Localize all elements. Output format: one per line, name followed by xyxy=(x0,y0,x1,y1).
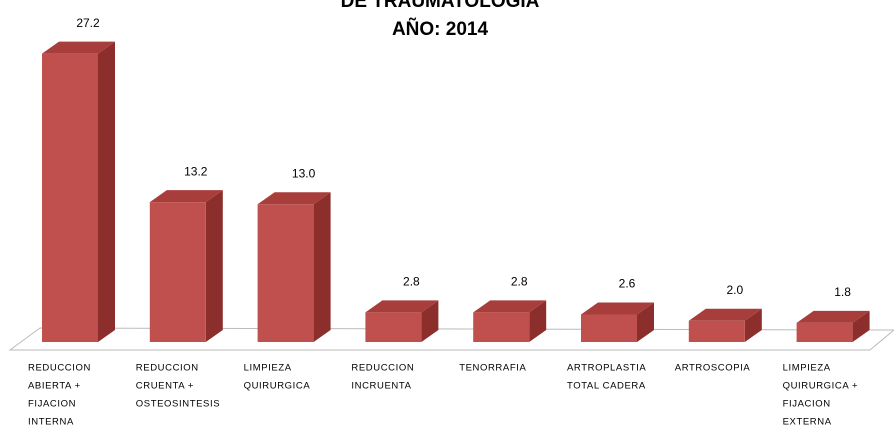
bar-front xyxy=(42,53,98,343)
floor xyxy=(8,327,894,351)
bar-side xyxy=(744,308,762,342)
bar-top xyxy=(257,192,331,205)
x-tick-label: ABIERTA + xyxy=(28,381,81,392)
bar-top xyxy=(796,310,870,323)
bar-top xyxy=(473,300,547,313)
x-tick-label: REDUCCION xyxy=(136,363,199,374)
x-tick-label: QUIRURGICA xyxy=(244,381,311,392)
value-label: 2.6 xyxy=(619,277,636,291)
bar-side xyxy=(313,192,331,342)
x-tick-label: INTERNA xyxy=(28,417,74,428)
value-label: 27.2 xyxy=(76,16,100,30)
bar-top xyxy=(42,41,115,54)
bar-side xyxy=(852,310,870,342)
bar xyxy=(473,300,547,342)
chart-subtitle: AÑO: 2014 xyxy=(392,18,489,40)
x-tick-label: OSTEOSINTESIS xyxy=(136,399,220,410)
value-label: 2.0 xyxy=(726,283,743,297)
bar-top xyxy=(581,302,654,315)
bar-front xyxy=(365,312,422,342)
x-tick-label: ARTROPLASTIA xyxy=(567,363,646,374)
bar xyxy=(257,192,331,342)
bar xyxy=(42,41,115,343)
bar-front xyxy=(796,322,853,342)
x-tick-label: REDUCCION xyxy=(28,363,91,374)
bar-side xyxy=(529,300,547,342)
x-tick-label: LIMPIEZA xyxy=(783,363,831,374)
chart-title: DE TRAUMATOLOGIA xyxy=(341,0,540,12)
x-tick-label: TOTAL CADERA xyxy=(567,381,646,392)
bar xyxy=(688,308,762,342)
value-label: 2.8 xyxy=(511,274,528,288)
bar-front xyxy=(688,320,745,342)
x-tick-label: FIJACION xyxy=(783,399,831,410)
x-tick-label: FIJACION xyxy=(28,399,76,410)
bar xyxy=(149,190,223,342)
value-label: 13.2 xyxy=(184,164,208,178)
bar xyxy=(581,302,654,342)
x-tick-label: QUIRURGICA + xyxy=(783,381,859,392)
bar-side xyxy=(637,302,654,342)
bar-front xyxy=(473,312,530,342)
x-tick-label: TENORRAFIA xyxy=(459,363,526,374)
bar-front xyxy=(149,202,206,342)
value-label: 2.8 xyxy=(403,274,420,288)
bar-top xyxy=(149,190,223,203)
x-tick-label: INCRUENTA xyxy=(351,381,411,392)
bar-front xyxy=(581,314,637,342)
bar xyxy=(796,310,870,342)
bar-side xyxy=(421,300,439,342)
x-tick-label: CRUENTA + xyxy=(136,381,194,392)
bar-top xyxy=(688,308,762,321)
x-tick-label: EXTERNA xyxy=(783,417,832,428)
value-label: 1.8 xyxy=(834,285,851,299)
bar-side xyxy=(98,41,115,343)
x-tick-label: ARTROSCOPIA xyxy=(675,363,751,374)
x-tick-label: REDUCCION xyxy=(351,363,414,374)
value-label: 13.0 xyxy=(292,166,316,180)
bar-front xyxy=(257,204,314,342)
x-tick-label: LIMPIEZA xyxy=(244,363,292,374)
bar xyxy=(365,300,439,342)
bar-side xyxy=(205,190,223,342)
bar-top xyxy=(365,300,439,313)
